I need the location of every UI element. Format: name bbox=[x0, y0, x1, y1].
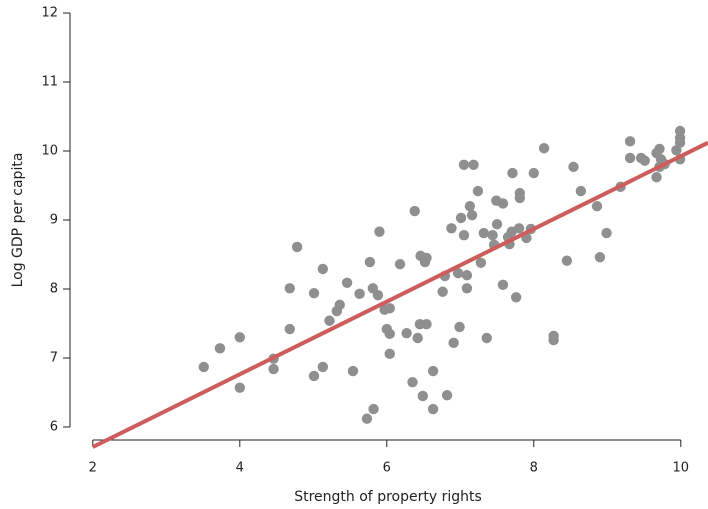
point bbox=[317, 263, 329, 275]
point bbox=[464, 201, 476, 212]
point bbox=[528, 167, 539, 179]
point bbox=[234, 332, 245, 343]
y-tick-label: 8 bbox=[50, 282, 58, 297]
point bbox=[347, 365, 359, 377]
point bbox=[461, 283, 473, 294]
point bbox=[575, 185, 587, 197]
x-tick-label: 10 bbox=[673, 461, 690, 476]
point bbox=[394, 258, 406, 270]
point bbox=[308, 370, 320, 382]
point bbox=[409, 205, 420, 217]
point bbox=[412, 332, 423, 344]
point bbox=[510, 292, 522, 303]
y-tick-label: 7 bbox=[50, 351, 58, 366]
point bbox=[446, 223, 457, 234]
point bbox=[514, 192, 526, 204]
point bbox=[561, 255, 573, 266]
point bbox=[455, 212, 467, 224]
point bbox=[317, 361, 329, 373]
point bbox=[497, 279, 509, 291]
point bbox=[497, 198, 509, 209]
point bbox=[334, 299, 345, 311]
x-tick-label: 8 bbox=[530, 461, 538, 476]
x-axis-label: Strength of property rights bbox=[294, 489, 482, 505]
x-tick-label: 4 bbox=[236, 461, 244, 476]
point bbox=[384, 303, 395, 314]
point bbox=[284, 323, 295, 335]
point bbox=[268, 363, 279, 375]
point bbox=[624, 152, 636, 164]
point bbox=[384, 328, 395, 340]
point bbox=[651, 172, 662, 183]
point bbox=[487, 229, 498, 241]
point bbox=[354, 288, 365, 300]
point bbox=[513, 223, 525, 234]
y-axis-label: Log GDP per capita bbox=[10, 153, 26, 288]
point bbox=[407, 376, 418, 388]
point bbox=[427, 365, 439, 377]
point bbox=[427, 403, 439, 415]
fit-line bbox=[91, 140, 708, 449]
point bbox=[594, 252, 606, 263]
point bbox=[421, 252, 432, 264]
y-tick-label: 9 bbox=[50, 213, 58, 228]
point bbox=[324, 315, 335, 326]
point bbox=[591, 201, 603, 212]
y-tick-label: 6 bbox=[50, 420, 58, 435]
point bbox=[568, 161, 579, 173]
point bbox=[361, 413, 373, 424]
point bbox=[368, 403, 379, 415]
point bbox=[468, 159, 479, 170]
point bbox=[458, 159, 470, 170]
point bbox=[458, 229, 470, 241]
point bbox=[475, 257, 487, 268]
x-tick-label: 6 bbox=[383, 461, 391, 476]
point bbox=[548, 334, 559, 346]
point bbox=[384, 348, 395, 360]
point bbox=[234, 382, 245, 393]
point bbox=[674, 137, 686, 148]
y-tick-label: 11 bbox=[41, 75, 58, 90]
point bbox=[198, 361, 209, 373]
point bbox=[421, 318, 432, 330]
point bbox=[308, 287, 320, 299]
point bbox=[466, 209, 478, 221]
point bbox=[654, 143, 665, 155]
point bbox=[452, 267, 464, 279]
point bbox=[601, 227, 612, 239]
point bbox=[374, 226, 385, 237]
point bbox=[437, 286, 448, 297]
y-tick-label: 10 bbox=[41, 144, 58, 159]
point bbox=[372, 290, 384, 301]
point bbox=[472, 185, 484, 197]
point bbox=[491, 218, 503, 230]
point bbox=[291, 241, 303, 253]
point bbox=[441, 390, 453, 401]
point bbox=[401, 327, 412, 339]
point bbox=[478, 227, 490, 239]
point bbox=[481, 332, 492, 344]
point bbox=[417, 390, 429, 402]
point bbox=[341, 277, 353, 288]
point bbox=[639, 155, 650, 166]
point bbox=[624, 136, 636, 147]
point bbox=[364, 256, 376, 268]
point bbox=[284, 283, 295, 294]
point bbox=[538, 143, 550, 154]
y-tick-label: 12 bbox=[41, 6, 58, 21]
point bbox=[507, 167, 518, 179]
point bbox=[448, 337, 459, 349]
point bbox=[454, 321, 465, 333]
point bbox=[214, 343, 226, 354]
x-tick-label: 2 bbox=[89, 461, 97, 476]
point bbox=[461, 270, 473, 281]
